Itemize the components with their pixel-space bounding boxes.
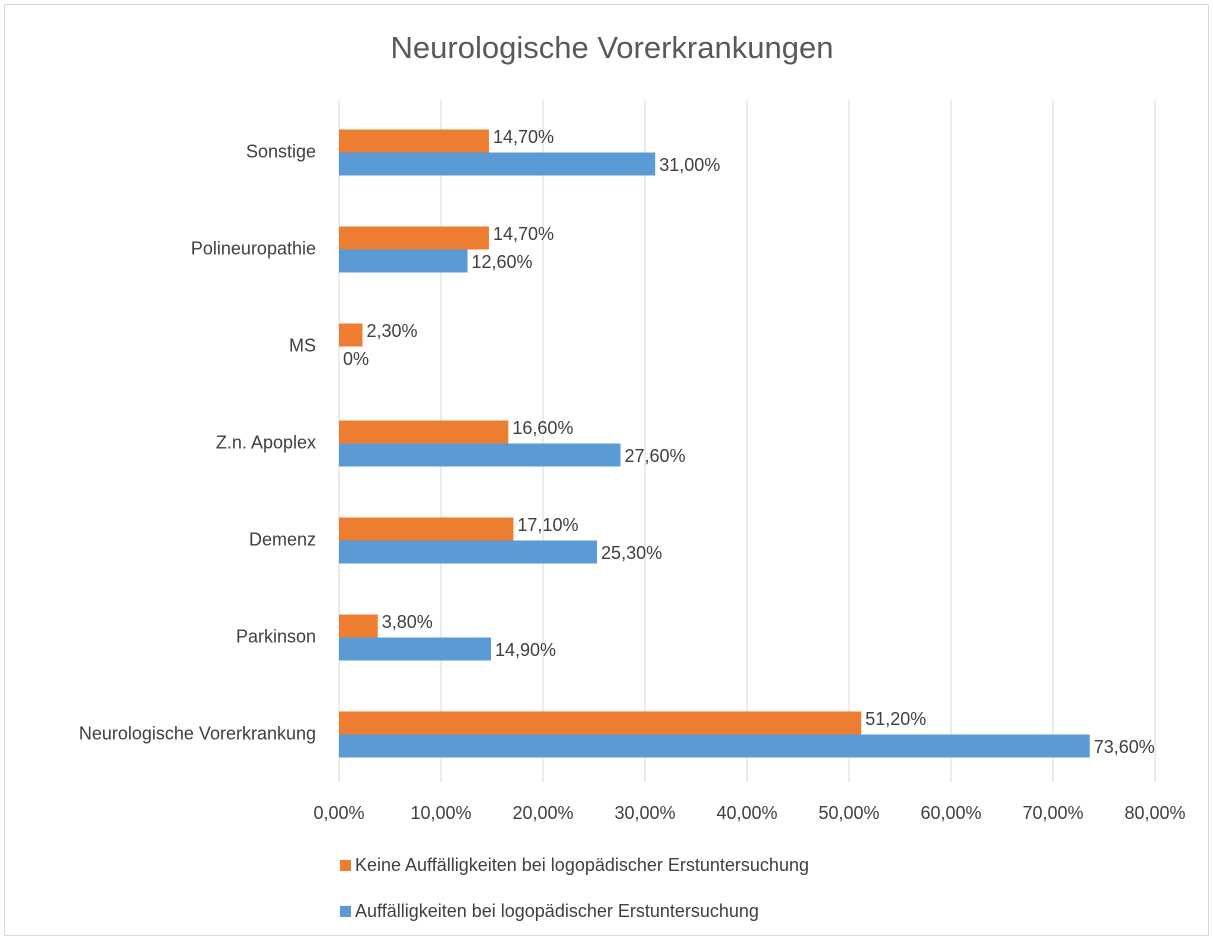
value-label: 27,60%	[625, 446, 686, 466]
y-tick-label: Parkinson	[236, 626, 316, 646]
value-label: 3,80%	[382, 612, 433, 632]
x-tick-label: 10,00%	[410, 803, 471, 823]
value-label: 31,00%	[659, 155, 720, 175]
bar	[339, 734, 1090, 758]
bar	[339, 420, 509, 444]
value-label: 73,60%	[1094, 737, 1155, 757]
bar	[339, 443, 621, 467]
x-tick-label: 60,00%	[920, 803, 981, 823]
y-tick-label: Neurologische Vorerkrankung	[79, 723, 316, 743]
value-label: 25,30%	[601, 543, 662, 563]
x-tick-label: 40,00%	[716, 803, 777, 823]
x-tick-label: 0,00%	[313, 803, 364, 823]
legend-label: Auffälligkeiten bei logopädischer Erstun…	[355, 901, 759, 921]
value-label: 0%	[343, 349, 369, 369]
x-tick-label: 50,00%	[818, 803, 879, 823]
y-tick-label: Sonstige	[246, 141, 316, 161]
value-label: 17,10%	[517, 515, 578, 535]
value-label: 16,60%	[512, 418, 573, 438]
value-label: 14,90%	[495, 640, 556, 660]
x-tick-label: 20,00%	[512, 803, 573, 823]
y-tick-label: Demenz	[249, 529, 316, 549]
bar	[339, 249, 468, 273]
value-label: 2,30%	[366, 321, 417, 341]
x-tick-label: 70,00%	[1022, 803, 1083, 823]
value-label: 14,70%	[493, 127, 554, 147]
bar	[339, 540, 598, 564]
y-tick-label: Z.n. Apoplex	[216, 432, 316, 452]
bar	[339, 614, 378, 638]
bar	[339, 129, 489, 153]
x-tick-label: 80,00%	[1124, 803, 1185, 823]
y-tick-label: MS	[289, 335, 316, 355]
bar	[339, 637, 491, 661]
value-label: 51,20%	[865, 709, 926, 729]
bar	[339, 517, 514, 541]
bar	[339, 226, 489, 250]
x-tick-label: 30,00%	[614, 803, 675, 823]
bar	[339, 323, 363, 347]
chart-frame	[4, 4, 1209, 936]
chart-title: Neurologische Vorerkrankungen	[391, 30, 834, 65]
bar	[339, 152, 656, 176]
y-tick-label: Polineuropathie	[191, 238, 316, 258]
bar	[339, 711, 862, 735]
value-label: 12,60%	[472, 252, 533, 272]
legend-swatch	[340, 906, 351, 917]
legend-swatch	[340, 860, 351, 871]
legend-label: Keine Auffälligkeiten bei logopädischer …	[355, 855, 809, 875]
value-label: 14,70%	[493, 224, 554, 244]
